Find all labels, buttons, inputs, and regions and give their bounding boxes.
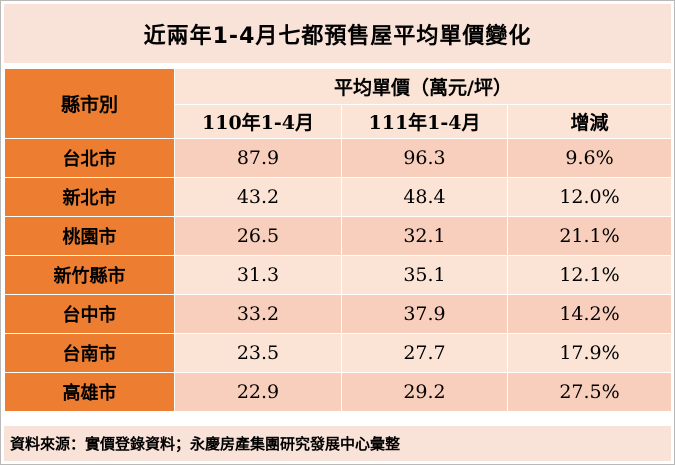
table-row: 台中市 33.2 37.9 14.2% [4, 294, 673, 334]
city-name: 台北市 [4, 138, 175, 178]
price-111: 37.9 [341, 294, 508, 334]
city-name: 新北市 [4, 177, 175, 217]
table-row: 台南市 23.5 27.7 17.9% [4, 333, 673, 373]
table-row: 高雄市 22.9 29.2 27.5% [4, 372, 673, 412]
price-110: 31.3 [174, 255, 342, 295]
price-111: 27.7 [341, 333, 508, 373]
table-row: 桃園市 26.5 32.1 21.1% [4, 216, 673, 256]
column-header-110: 110年1-4月 [174, 104, 342, 139]
city-name: 桃園市 [4, 216, 175, 256]
price-110: 33.2 [174, 294, 342, 334]
price-change: 9.6% [506, 138, 673, 178]
price-change: 17.9% [506, 333, 673, 373]
price-change: 14.2% [506, 294, 673, 334]
avg-price-group-header: 平均單價（萬元/坪） [173, 68, 673, 105]
city-name: 新竹縣市 [4, 255, 175, 295]
city-name: 台中市 [4, 294, 175, 334]
price-table: 縣市別 平均單價（萬元/坪） 110年1-4月 111年1-4月 增減 台北市 … [4, 68, 673, 412]
city-name: 台南市 [4, 333, 175, 373]
price-110: 23.5 [174, 333, 342, 373]
price-110: 87.9 [174, 138, 342, 178]
price-change: 27.5% [506, 372, 673, 412]
price-change: 21.1% [506, 216, 673, 256]
column-header-change: 增減 [506, 104, 673, 139]
city-column-header: 縣市別 [4, 68, 175, 139]
price-110: 43.2 [174, 177, 342, 217]
table-row: 台北市 87.9 96.3 9.6% [4, 138, 673, 178]
price-111: 48.4 [341, 177, 508, 217]
price-111: 32.1 [341, 216, 508, 256]
source-note: 資料來源：實價登錄資料；永慶房產集團研究發展中心彙整 [4, 426, 671, 461]
price-change: 12.0% [506, 177, 673, 217]
column-header-111: 111年1-4月 [341, 104, 508, 139]
price-change: 12.1% [506, 255, 673, 295]
city-name: 高雄市 [4, 372, 175, 412]
price-110: 22.9 [174, 372, 342, 412]
price-111: 29.2 [341, 372, 508, 412]
price-111: 35.1 [341, 255, 508, 295]
table-row: 新北市 43.2 48.4 12.0% [4, 177, 673, 217]
price-110: 26.5 [174, 216, 342, 256]
price-111: 96.3 [341, 138, 508, 178]
table-row: 新竹縣市 31.3 35.1 12.1% [4, 255, 673, 295]
page-title: 近兩年1-4月七都預售屋平均單價變化 [4, 4, 671, 63]
